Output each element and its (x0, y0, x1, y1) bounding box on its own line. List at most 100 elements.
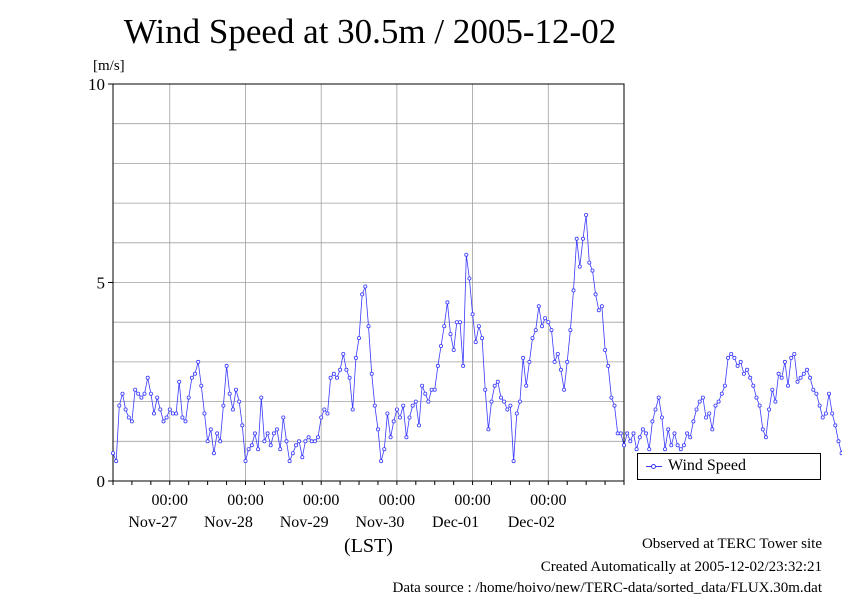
x-tick-date-label: Nov-29 (280, 514, 329, 531)
x-tick-time-label: 00:00 (454, 492, 490, 509)
data-point (180, 415, 185, 420)
data-point (183, 419, 188, 424)
data-point (464, 252, 469, 257)
x-tick-time-label: 00:00 (530, 492, 566, 509)
data-point (350, 407, 355, 412)
data-point (745, 367, 750, 372)
data-point (167, 407, 172, 412)
data-point (126, 415, 131, 420)
data-point (543, 316, 548, 321)
data-point (606, 363, 611, 368)
data-point (558, 367, 563, 372)
data-point (445, 300, 450, 305)
data-point (587, 260, 592, 265)
data-point (480, 336, 485, 341)
data-point (366, 324, 371, 329)
data-point (205, 439, 210, 444)
data-point (808, 375, 813, 380)
data-point (221, 403, 226, 408)
data-point (486, 427, 491, 432)
data-point (211, 451, 216, 456)
data-point (379, 459, 384, 464)
data-point (625, 431, 630, 436)
data-point (420, 383, 425, 388)
data-point (811, 387, 816, 392)
data-point (328, 375, 333, 380)
data-point (514, 411, 519, 416)
data-point (833, 423, 838, 428)
data-point (536, 304, 541, 309)
x-tick-time-label: 00:00 (227, 492, 263, 509)
data-point (700, 395, 705, 400)
data-point (347, 375, 352, 380)
data-point (237, 399, 242, 404)
data-point (243, 459, 248, 464)
data-point (391, 419, 396, 424)
data-point (644, 431, 649, 436)
data-point (129, 419, 134, 424)
data-point (274, 427, 279, 432)
data-point (426, 399, 431, 404)
data-point (448, 332, 453, 337)
x-tick-time-label: 00:00 (303, 492, 339, 509)
data-point (565, 359, 570, 364)
data-point (817, 403, 822, 408)
data-point (688, 435, 693, 440)
data-point (659, 415, 664, 420)
data-point (763, 435, 768, 440)
data-point (249, 443, 254, 448)
data-point (776, 371, 781, 376)
data-point (290, 451, 295, 456)
data-point (732, 355, 737, 360)
data-point (489, 399, 494, 404)
data-point (663, 447, 668, 452)
data-point (584, 212, 589, 217)
data-point (505, 407, 510, 412)
data-point (672, 431, 677, 436)
data-point (268, 443, 273, 448)
data-point (546, 320, 551, 325)
data-point (208, 427, 213, 432)
data-point (215, 431, 220, 436)
data-point (325, 411, 330, 416)
data-point (760, 427, 765, 432)
data-point (540, 324, 545, 329)
data-point (353, 355, 358, 360)
x-tick-date-label: Nov-30 (355, 514, 404, 531)
data-point (470, 312, 475, 317)
data-point (801, 371, 806, 376)
data-point (603, 347, 608, 352)
data-point (297, 439, 302, 444)
legend-marker (651, 464, 656, 469)
data-point (382, 447, 387, 452)
data-point (669, 443, 674, 448)
data-point (609, 395, 614, 400)
data-point (404, 435, 409, 440)
data-point (202, 411, 207, 416)
data-point (114, 459, 119, 464)
data-point (568, 328, 573, 333)
data-point (713, 403, 718, 408)
data-point (133, 387, 138, 392)
data-point (599, 304, 604, 309)
data-point (356, 336, 361, 341)
data-point (284, 439, 289, 444)
data-point (650, 419, 655, 424)
data-point (517, 399, 522, 404)
x-tick-time-label: 00:00 (379, 492, 415, 509)
data-point (461, 363, 466, 368)
data-point (653, 407, 658, 412)
data-point (502, 399, 507, 404)
x-tick-date-label: Nov-27 (128, 514, 177, 531)
data-point (741, 371, 746, 376)
data-point (678, 447, 683, 452)
data-point (631, 431, 636, 436)
data-point (435, 363, 440, 368)
data-point (757, 403, 762, 408)
data-point (716, 399, 721, 404)
data-point (410, 403, 415, 408)
data-point (246, 447, 251, 452)
data-point (145, 375, 150, 380)
y-tick-label: 0 (97, 472, 106, 491)
